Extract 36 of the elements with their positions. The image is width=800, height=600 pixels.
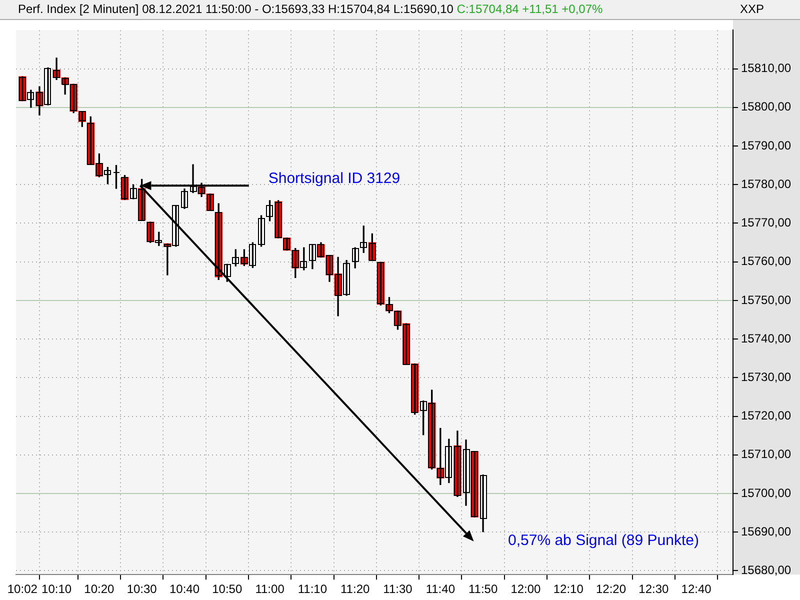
y-tick-label: 15710,00 [741,447,792,462]
x-tick-label: 11:10 [298,582,328,596]
y-tick-label: 15810,00 [741,61,792,76]
y-tick-label: 15740,00 [741,331,792,346]
x-tick-label: 11:50 [468,582,498,596]
chart-subtitle: C:15704,84 +11,51 +0,07% [456,2,603,16]
y-tick-label: 15790,00 [741,138,792,152]
x-tick-label: 11:20 [340,582,370,596]
x-tick-label: 11:30 [383,582,413,596]
x-tick-label: 11:00 [255,582,285,596]
x-tick-label: 10:10 [42,582,72,596]
y-tick-label: 15730,00 [741,370,792,384]
y-tick-label: 15770,00 [741,216,792,230]
x-tick-label: 12:20 [596,582,626,596]
x-tick-label: 10:40 [169,582,200,596]
y-tick-label: 15690,00 [741,524,792,538]
annotation: 0,57% ab Signal (89 Punkte) [508,532,699,550]
x-tick-label: 10:30 [126,582,158,596]
y-tick-label: 15800,00 [741,100,792,114]
y-tick-label: 15780,00 [741,176,792,191]
annotation: Shortsignal ID 3129 [268,170,400,188]
y-axis-title: XXP [740,1,764,18]
x-tick-label: 10:50 [212,582,242,596]
x-tick-label: 10:20 [84,582,115,596]
x-tick-label: 12:40 [681,582,712,596]
y-tick-label: 15720,00 [741,408,792,423]
x-tick-label: 12:10 [553,582,584,596]
x-tick-label: 12:30 [638,582,670,596]
y-tick-label: 15750,00 [741,292,792,307]
y-tick-label: 15680,00 [741,563,792,578]
x-tick-label: 10:02 [7,582,38,596]
y-tick-label: 15700,00 [741,486,792,500]
x-tick-label: 11:40 [426,582,456,596]
x-tick-label: 12:00 [510,582,542,596]
chart-title: Perf. Index [2 Minuten] 08.12.2021 11:50:00 - O:15693,33 H:15704,84 L:15690,10 [18,2,454,16]
y-tick-label: 15760,00 [741,254,792,268]
